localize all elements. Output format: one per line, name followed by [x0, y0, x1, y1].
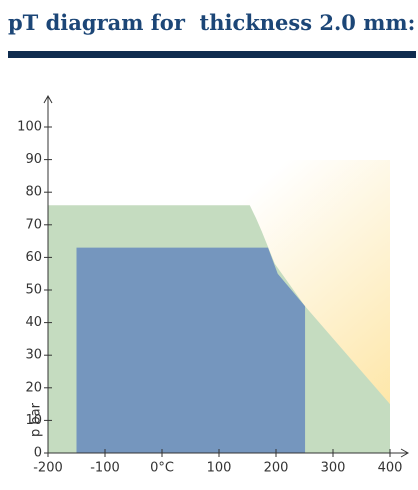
x-tick-label: 100	[207, 461, 232, 476]
x-tick-label: 300	[321, 461, 346, 476]
x-tick-label: -200	[33, 461, 63, 476]
x-tick-label: 200	[264, 461, 289, 476]
y-tick-label: 10	[25, 413, 42, 428]
y-axis-label: p bar	[29, 402, 44, 437]
x-tick-label: -100	[90, 461, 120, 476]
title-rule	[8, 51, 416, 58]
y-tick-label: 100	[17, 120, 42, 135]
y-tick-label: 40	[25, 315, 42, 330]
y-tick-label: 0	[34, 446, 42, 461]
y-tick-label: 70	[25, 217, 42, 232]
x-tick-label: 400	[378, 461, 403, 476]
title: pT diagram for thickness 2.0 mm:	[8, 10, 416, 35]
y-tick-label: 80	[25, 185, 42, 200]
y-tick-label: 20	[25, 380, 42, 395]
y-tick-label: 50	[25, 283, 42, 298]
x-axis-arrow	[400, 448, 410, 458]
y-tick-label: 90	[25, 152, 42, 167]
y-tick-label: 30	[25, 348, 42, 363]
y-tick-label: 60	[25, 250, 42, 265]
x-tick-label: 0°C	[150, 461, 174, 476]
y-axis-arrow	[43, 94, 53, 104]
area	[76, 247, 306, 453]
